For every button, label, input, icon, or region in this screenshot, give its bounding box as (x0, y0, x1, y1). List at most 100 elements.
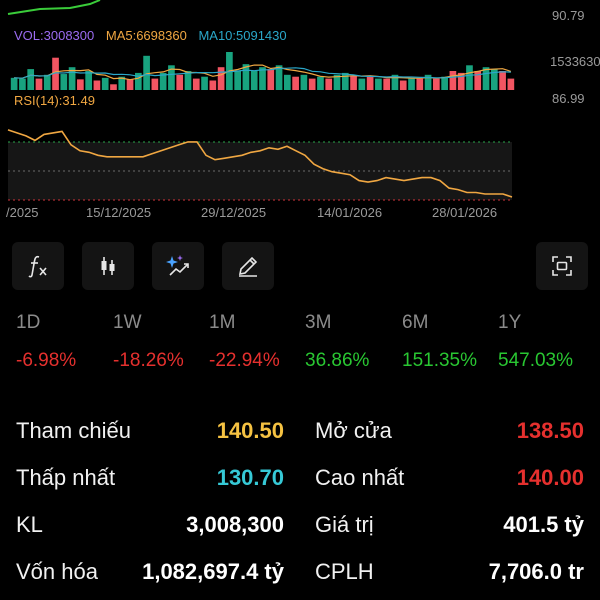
x-tick-label: 15/12/2025 (86, 205, 151, 220)
stat-row: Thấp nhất 130.70 Cao nhất 140.00 (0, 459, 600, 499)
period-label: 1W (113, 312, 142, 333)
ma5-label: MA5:6698360 (106, 28, 187, 43)
volume-bar (134, 72, 142, 90)
high-price-label: Cao nhất (315, 465, 405, 490)
volume-bar (333, 74, 341, 90)
volume-bar (201, 76, 208, 90)
volume-bar (474, 71, 482, 90)
volume-bar (85, 71, 92, 90)
period-1m[interactable]: 1M -22.94% (209, 312, 305, 372)
market-cap-label: Vốn hóa (16, 559, 98, 584)
x-axis: /2025 15/12/2025 29/12/2025 14/01/2026 2… (6, 205, 497, 220)
volume-bar (383, 78, 391, 90)
magic-analysis-button[interactable] (152, 242, 204, 290)
volume-bar (466, 65, 473, 90)
rsi-line (7, 129, 513, 198)
market-cap-value: 1,082,697.4 tỷ (142, 559, 284, 584)
reference-price-label: Tham chiếu (16, 418, 131, 443)
volume-bar (350, 75, 357, 90)
volume-bar (43, 74, 51, 90)
volume-bar (457, 72, 465, 90)
price-chart[interactable]: 90.79 VOL:3008300 MA5:6698360 MA10:50914… (0, 0, 600, 230)
volume-bar (35, 78, 43, 90)
period-6m[interactable]: 6M 151.35% (402, 312, 498, 372)
ma10-line (14, 67, 511, 79)
open-price-value: 138.50 (516, 418, 584, 443)
volume-bar (433, 78, 440, 90)
volume-bar (292, 76, 299, 90)
volume-value-label: VOL:3008300 (14, 28, 94, 43)
volume-bar (10, 77, 18, 90)
low-price-value: 130.70 (216, 465, 284, 490)
volume-bar (441, 76, 448, 90)
stat-row: KL 3,008,300 Giá trị 401.5 tỷ (0, 506, 600, 546)
volume-bar (366, 76, 374, 90)
volume-bar (60, 74, 68, 90)
screenshot-frame-icon (552, 256, 572, 276)
volume-bar (375, 78, 382, 90)
volume-bar (507, 78, 515, 90)
volume-bar (143, 55, 150, 90)
volume-bar (391, 74, 399, 90)
volume-bar (176, 74, 184, 90)
volume-bar (308, 78, 316, 90)
volume-bar (118, 76, 126, 90)
period-change: -6.98% (16, 350, 77, 371)
volume-bar (68, 67, 76, 90)
period-3m[interactable]: 3M 36.86% (305, 312, 401, 372)
period-label: 6M (402, 312, 429, 333)
stat-row: Vốn hóa 1,082,697.4 tỷ CPLH 7,706.0 tr (0, 553, 600, 593)
high-price-value: 140.00 (516, 465, 584, 490)
function-icon (28, 255, 47, 278)
price-line (7, 0, 101, 15)
candlestick-icon (101, 257, 115, 275)
volume-bar (358, 78, 366, 90)
period-1w[interactable]: 1W -18.26% (113, 312, 209, 372)
volume-bar (19, 78, 26, 90)
x-tick-label: 29/12/2025 (201, 205, 266, 220)
draw-tool-button[interactable] (222, 242, 274, 290)
x-tick-label: 14/01/2026 (317, 205, 382, 220)
candlestick-type-button[interactable] (82, 242, 134, 290)
period-1y[interactable]: 1Y 547.03% (498, 312, 594, 372)
volume-bar (93, 80, 101, 90)
volume-bar (490, 69, 498, 90)
period-label: 1D (16, 312, 41, 333)
period-change: 547.03% (498, 350, 574, 371)
volume-bars (10, 52, 515, 90)
rsi-axis-label: 86.99 (552, 91, 585, 106)
price-axis-label: 90.79 (552, 8, 585, 23)
x-tick-label: /2025 (6, 205, 39, 220)
volume-bar (424, 74, 432, 90)
volume-bar (259, 67, 266, 90)
period-1d[interactable]: 1D -6.98% (16, 312, 112, 372)
volume-bar (325, 78, 333, 90)
volume-bar (101, 77, 109, 90)
volume-bar (184, 71, 192, 90)
volume-bar (300, 74, 308, 90)
volume-axis-label: 15336300 (550, 54, 600, 69)
svg-text:VOL:3008300 MA5:6698360: VOL:3008300 MA5:6698360 MA10:5091430 (14, 28, 287, 43)
pencil-icon (238, 256, 258, 277)
volume-bar (52, 57, 59, 90)
period-change: -22.94% (209, 350, 280, 371)
volume-bar (217, 67, 225, 90)
low-price-label: Thấp nhất (16, 465, 116, 490)
period-change: 36.86% (305, 350, 370, 371)
value-traded-label: Giá trị (315, 512, 374, 537)
indicator-fx-button[interactable] (12, 242, 64, 290)
volume-bar (399, 80, 407, 90)
volume-bar (159, 72, 167, 90)
period-change: -18.26% (113, 350, 184, 371)
volume-bar (27, 69, 35, 90)
rsi-label: RSI(14):31.49 (14, 93, 95, 108)
screenshot-button[interactable] (536, 242, 588, 290)
volume-bar (283, 74, 291, 90)
period-label: 1M (209, 312, 236, 333)
volume-bar (416, 78, 424, 90)
x-tick-label: 28/01/2026 (432, 205, 497, 220)
open-price-label: Mở cửa (315, 418, 392, 443)
volume-bar (408, 78, 415, 90)
reference-price-value: 140.50 (216, 418, 284, 443)
volume-bar (151, 78, 159, 90)
